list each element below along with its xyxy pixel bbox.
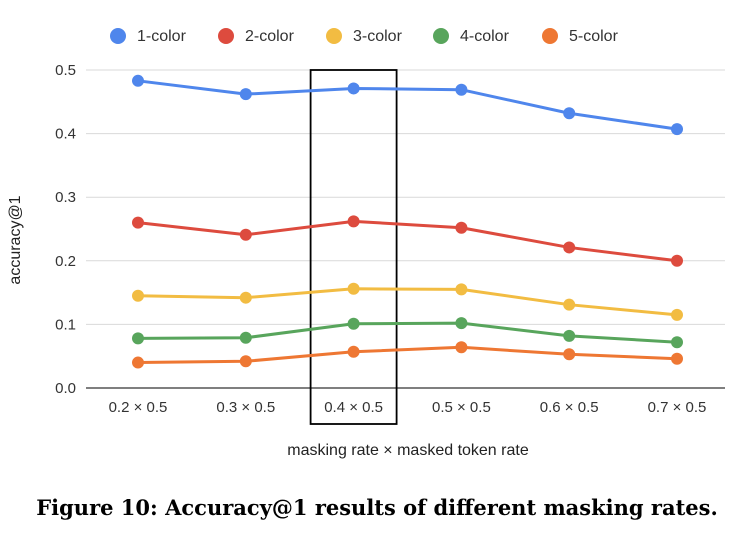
data-point [455, 283, 468, 296]
y-tick-label: 0.3 [55, 189, 76, 206]
series-line [136, 345, 679, 365]
data-point [563, 107, 576, 120]
figure-caption: Figure 10: Accuracy@1 results of differe… [36, 495, 718, 520]
data-point [132, 332, 144, 345]
x-tick-label: 0.6 × 0.5 [540, 399, 599, 416]
highlight-box-layer [309, 69, 398, 425]
legend-label: 3-color [353, 28, 403, 45]
series-line [136, 287, 679, 317]
series-3-color [132, 282, 683, 321]
data-point [347, 82, 360, 95]
data-point [563, 329, 576, 342]
series-4-color [132, 317, 683, 349]
legend-marker [433, 28, 449, 44]
data-point [563, 298, 576, 311]
series-lines [132, 74, 683, 369]
legend-item: 4-color [433, 28, 510, 45]
y-tick-label: 0.1 [55, 316, 76, 333]
gridlines [86, 69, 725, 389]
y-axis-label: accuracy@1 [7, 195, 24, 284]
legend-label: 5-color [569, 28, 619, 45]
y-axis-ticks: 0.0 0.1 0.2 0.3 0.4 0.5 [55, 62, 76, 397]
data-point [347, 215, 360, 228]
data-point [671, 308, 683, 321]
legend-item: 3-color [326, 28, 403, 45]
data-point [455, 317, 468, 330]
y-tick-label: 0.4 [55, 126, 76, 143]
data-point [671, 254, 683, 267]
y-tick-label: 0.5 [55, 62, 76, 79]
data-point [239, 355, 252, 368]
legend-marker [110, 28, 126, 44]
data-point [563, 241, 576, 254]
data-point [347, 282, 360, 295]
data-point [132, 216, 144, 229]
series-line [136, 219, 679, 263]
data-point [563, 348, 576, 361]
data-point [671, 352, 683, 365]
y-tick-label: 0.2 [55, 253, 76, 270]
data-point [671, 123, 683, 136]
x-tick-label: 0.3 × 0.5 [216, 399, 275, 416]
series-2-color [132, 215, 683, 267]
x-axis-ticks: 0.2 × 0.5 0.3 × 0.5 0.4 × 0.5 0.5 × 0.5 0.6 … [109, 399, 707, 416]
legend-label: 1-color [137, 28, 187, 45]
series-5-color [132, 341, 683, 369]
x-axis-label: masking rate × masked token rate [287, 442, 529, 459]
data-point [347, 345, 360, 358]
y-tick-label: 0.0 [55, 380, 76, 397]
data-point [347, 317, 360, 330]
data-point [239, 228, 252, 241]
data-point [132, 74, 144, 87]
legend-item: 1-color [110, 28, 187, 45]
legend-marker [542, 28, 558, 44]
legend-label: 2-color [245, 28, 295, 45]
data-point [239, 88, 252, 101]
data-point [132, 289, 144, 302]
data-point [239, 331, 252, 344]
data-point [455, 83, 468, 96]
data-point [455, 221, 468, 234]
highlight-box [309, 69, 398, 425]
x-tick-label: 0.2 × 0.5 [109, 399, 168, 416]
legend-item: 5-color [542, 28, 619, 45]
legend-item: 2-color [218, 28, 295, 45]
data-point [455, 341, 468, 354]
data-point [671, 336, 683, 349]
data-point [239, 291, 252, 304]
data-point [132, 356, 144, 369]
legend-marker [326, 28, 342, 44]
x-tick-label: 0.7 × 0.5 [648, 399, 707, 416]
x-tick-label: 0.4 × 0.5 [324, 399, 383, 416]
legend-label: 4-color [460, 28, 510, 45]
legend: 1-color 2-color 3-color 4-color 5-color [110, 28, 619, 45]
x-tick-label: 0.5 × 0.5 [432, 399, 491, 416]
legend-marker [218, 28, 234, 44]
line-chart: 0.0 0.1 0.2 0.3 0.4 0.5 0.2 × 0.5 0.3 × 0.5 0.4… [7, 28, 725, 459]
series-1-color [132, 74, 683, 136]
series-line [136, 79, 679, 131]
series-line [136, 321, 679, 344]
